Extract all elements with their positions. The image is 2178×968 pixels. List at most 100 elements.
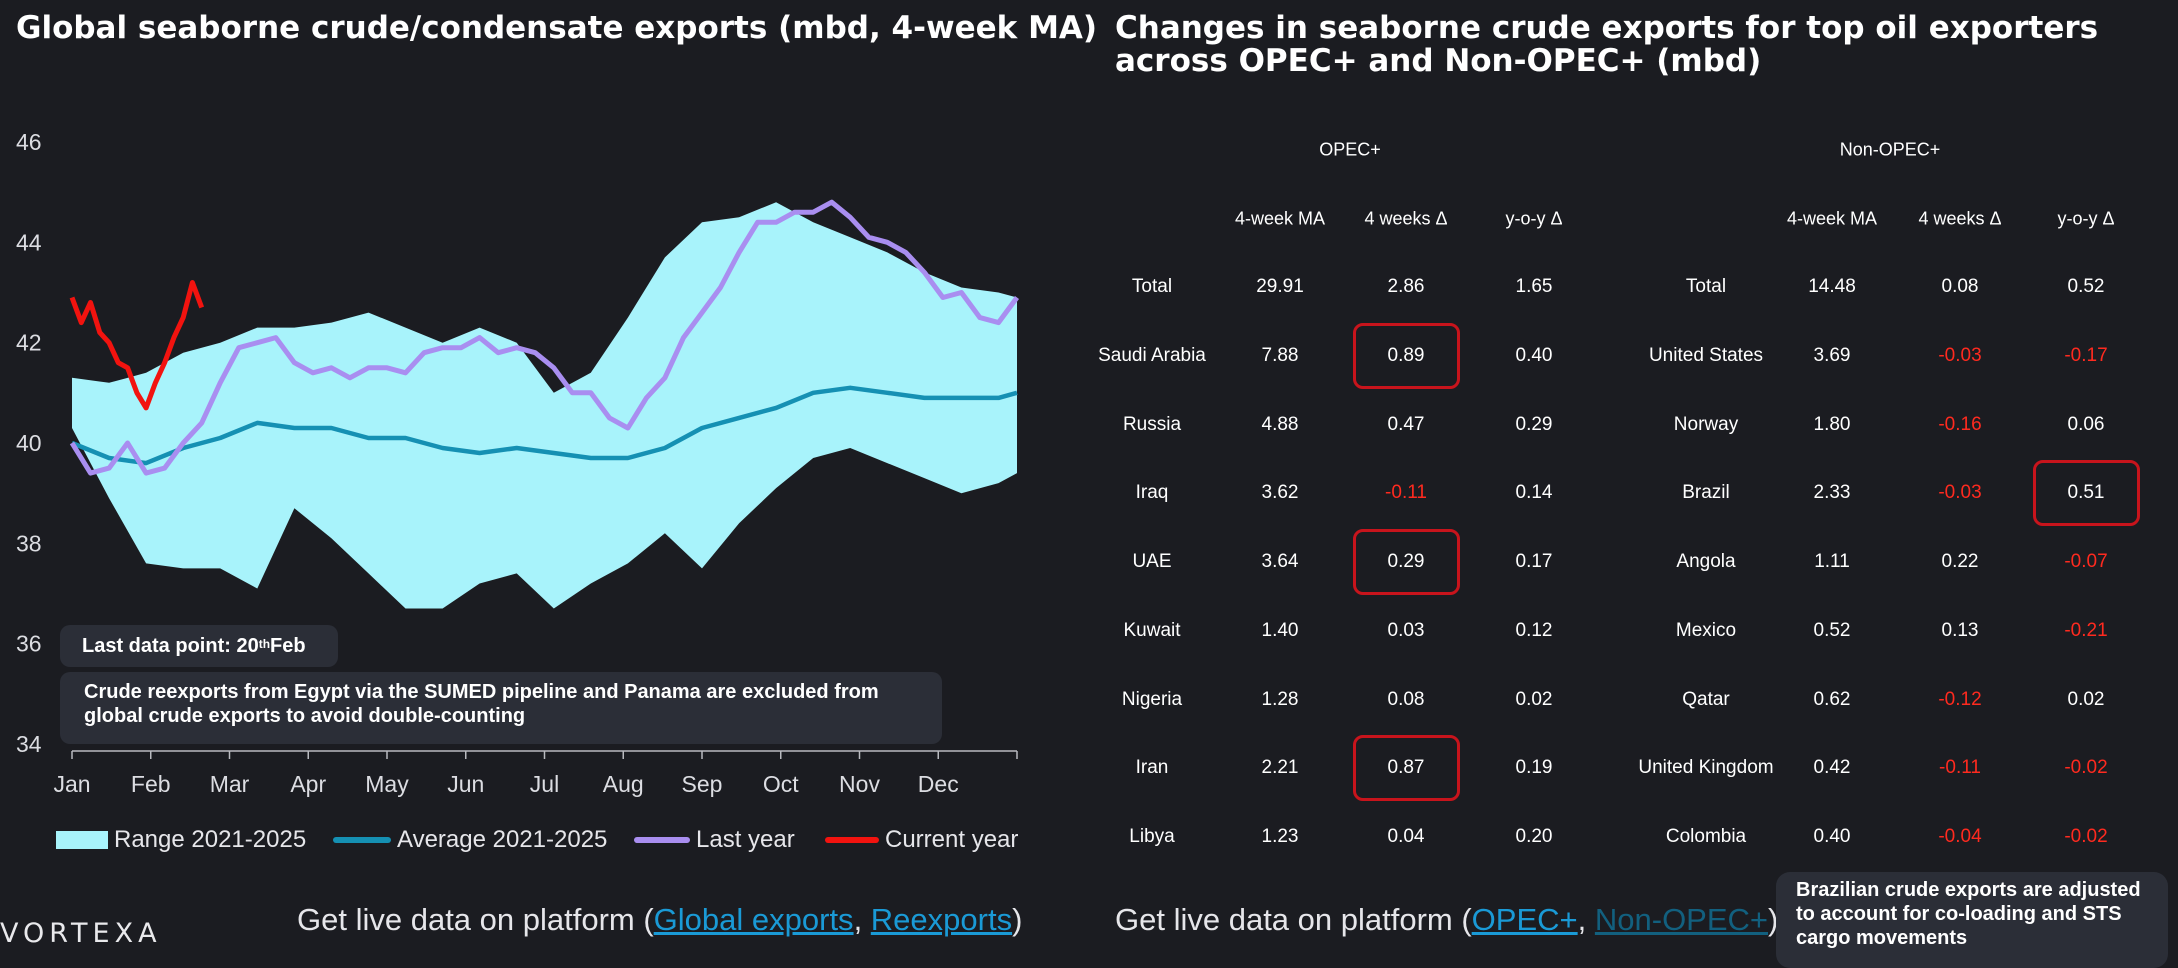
table-cell-ma: 0.62 — [1813, 688, 1851, 710]
highlight-box — [1353, 735, 1460, 802]
table-cell-ma: 4.88 — [1261, 413, 1299, 435]
x-tick-label: Jan — [53, 771, 90, 797]
exports-line-chart: 34 36 38 40 42 44 46 Jan Feb Mar Apr May Jun Jul Aug S… — [16, 129, 1020, 797]
table-row-country: Brazil — [1682, 482, 1730, 504]
table-cell-yoy: -0.02 — [2064, 826, 2108, 847]
footer-left-sep: , — [853, 902, 871, 937]
table-cell-d4: 0.89 — [1387, 344, 1425, 366]
table-cell-yoy: 0.52 — [2067, 276, 2105, 297]
footer-right: Get live data on platform (OPEC+, Non-OP… — [1115, 902, 1778, 938]
table-row-country: United Kingdom — [1638, 757, 1774, 779]
table-group-header: OPEC+ — [1319, 139, 1381, 160]
table-cell-d4: 0.87 — [1387, 757, 1425, 779]
table-row-country: Iran — [1135, 757, 1169, 779]
left-chart-title: Global seaborne crude/condensate exports… — [16, 10, 1098, 46]
non-opec-plus-link[interactable]: Non-OPEC+ — [1594, 902, 1769, 937]
footer-right-prefix: Get live data on platform ( — [1115, 902, 1472, 937]
table-cell-ma: 3.64 — [1261, 551, 1299, 572]
legend-swatch-average — [333, 837, 391, 843]
legend-label-last-year: Last year — [696, 826, 795, 853]
legend-item-range: Range 2021-2025 — [56, 826, 306, 854]
table-cell-yoy: -0.02 — [2064, 757, 2108, 779]
table-row-country: Total — [1131, 276, 1173, 297]
footer-left: Get live data on platform (Global export… — [297, 902, 1022, 938]
brazil-adjustment-note: Brazilian crude exports are adjusted to … — [1776, 872, 2168, 968]
reexports-note: Crude reexports from Egypt via the SUMED… — [60, 672, 942, 744]
table-cell-ma: 1.11 — [1814, 551, 1850, 572]
footer-left-prefix: Get live data on platform ( — [297, 902, 654, 937]
table-cell-ma: 1.23 — [1261, 826, 1299, 847]
legend-label-current-year: Current year — [885, 826, 1019, 853]
table-group-header: Non-OPEC+ — [1839, 139, 1941, 160]
table-row-country: United States — [1648, 344, 1764, 366]
table-cell-yoy: 0.51 — [2067, 482, 2105, 504]
y-tick-label: 40 — [16, 430, 42, 456]
table-row-country: Kuwait — [1123, 619, 1181, 641]
footer-left-suffix: ) — [1012, 902, 1023, 937]
table-cell-ma: 7.88 — [1261, 344, 1299, 366]
table-cell-d4: -0.11 — [1385, 482, 1427, 504]
x-tick-label: Dec — [918, 771, 959, 797]
table-cell-d4: -0.03 — [1938, 482, 1982, 504]
series-line-current-year — [69, 280, 205, 411]
table-cell-yoy: 0.40 — [1515, 344, 1553, 366]
table-cell-yoy: 0.29 — [1515, 413, 1553, 435]
table-row-country: Norway — [1673, 413, 1739, 435]
table-cell-yoy: 0.20 — [1515, 826, 1553, 847]
x-tick-label: Aug — [603, 771, 644, 797]
table-cell-yoy: 0.14 — [1515, 482, 1553, 504]
table-cell-ma: 2.21 — [1261, 757, 1299, 779]
table-cell-d4: 0.08 — [1941, 276, 1979, 297]
x-tick-label: Nov — [839, 771, 880, 797]
table-cell-d4: -0.12 — [1938, 688, 1982, 710]
table-column-header: 4 weeks Δ — [1918, 208, 2002, 229]
highlight-box — [1353, 529, 1460, 595]
footer-right-sep: , — [1577, 902, 1595, 937]
series-line-average — [71, 385, 1018, 466]
last-data-suffix: Feb — [270, 635, 306, 657]
table-row-country: Mexico — [1675, 619, 1737, 641]
x-tick-label: Feb — [131, 771, 171, 797]
table-row-country: Nigeria — [1121, 688, 1183, 710]
table-cell-yoy: 0.17 — [1515, 551, 1553, 572]
series-line-last-year — [69, 199, 1020, 476]
reexports-link[interactable]: Reexports — [870, 902, 1013, 937]
highlight-box — [2033, 460, 2140, 527]
table-row-country: Iraq — [1135, 482, 1169, 504]
table-row-country: Total — [1685, 276, 1727, 297]
last-data-sup: th — [258, 637, 271, 651]
table-row-country: Russia — [1122, 413, 1182, 435]
table-cell-ma: 0.52 — [1813, 619, 1851, 641]
table-column-header: 4 weeks Δ — [1364, 208, 1448, 229]
x-tick-label: Jul — [530, 771, 559, 797]
table-cell-ma: 3.69 — [1813, 344, 1851, 366]
y-tick-label: 44 — [16, 229, 42, 255]
table-cell-ma: 29.91 — [1256, 276, 1304, 297]
table-cell-ma: 14.48 — [1808, 276, 1856, 297]
opec-plus-link[interactable]: OPEC+ — [1471, 902, 1578, 937]
range-band — [72, 202, 1017, 609]
table-cell-d4: 2.86 — [1387, 276, 1425, 297]
table-cell-ma: 1.80 — [1813, 413, 1851, 435]
table-column-header: 4-week MA — [1786, 208, 1878, 229]
footer-right-suffix: ) — [1768, 902, 1779, 937]
table-column-header: 4-week MA — [1234, 208, 1326, 229]
table-column-header: y-o-y Δ — [1505, 208, 1563, 229]
table-cell-d4: 0.08 — [1387, 688, 1425, 710]
x-tick-label: Oct — [763, 771, 799, 797]
legend-swatch-last-year — [634, 837, 690, 843]
x-tick-label: May — [365, 771, 409, 797]
global-exports-link[interactable]: Global exports — [653, 902, 854, 937]
x-tick-label: Sep — [682, 771, 723, 797]
table-cell-yoy: -0.07 — [2064, 551, 2108, 572]
y-axis-labels: 34 36 38 40 42 44 46 — [16, 129, 42, 757]
right-table-title: Changes in seaborne crude exports for to… — [1115, 10, 2099, 79]
table-row-country: Colombia — [1665, 826, 1747, 847]
legend-item-current-year: Current year — [825, 826, 1018, 854]
table-cell-yoy: 0.02 — [2067, 688, 2105, 710]
table-cell-d4: -0.03 — [1938, 344, 1982, 366]
table-column-header: y-o-y Δ — [2057, 208, 2115, 229]
table-cell-d4: -0.04 — [1938, 826, 1982, 847]
table-cell-yoy: 0.06 — [2067, 413, 2105, 435]
table-cell-ma: 1.28 — [1261, 688, 1299, 710]
